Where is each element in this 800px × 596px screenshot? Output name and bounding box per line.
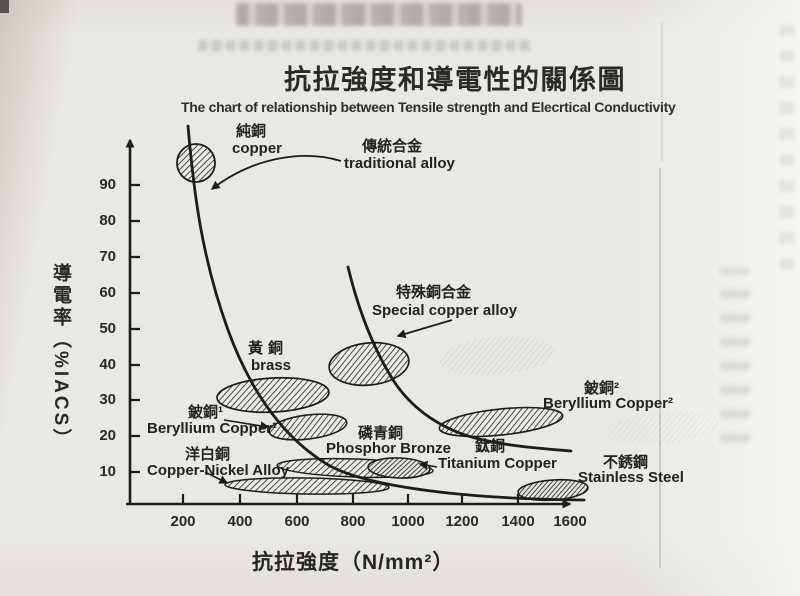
region-brass bbox=[216, 376, 330, 414]
y-tick-label: 50 bbox=[99, 320, 116, 337]
label-titanium-copper-zh: 鈦銅 bbox=[475, 438, 506, 455]
y-tick-label: 30 bbox=[99, 391, 116, 408]
x-axis-ticks bbox=[181, 494, 520, 504]
label-copper-en: copper bbox=[232, 140, 283, 157]
label-brass-en: brass bbox=[251, 357, 292, 374]
x-axis-title: 抗拉強度（N/mm²） bbox=[252, 551, 455, 574]
label-traditional-alloy-zh: 傳統合金 bbox=[362, 138, 423, 155]
bleedthrough-title-smudge bbox=[236, 3, 522, 26]
label-special-copper-alloy-en: Special copper alloy bbox=[372, 302, 518, 319]
label-special-copper-alloy-zh: 特殊銅合金 bbox=[396, 284, 472, 301]
region-copper-nickel-alloy bbox=[224, 477, 390, 495]
traditional-alloy-curve bbox=[186, 124, 586, 502]
special-copper-alloy-callout-arrow bbox=[396, 319, 453, 339]
chart-title-en: The chart of relationship between Tensil… bbox=[181, 99, 676, 115]
label-titanium-copper-en: Titanium Copper bbox=[438, 455, 557, 472]
label-traditional-alloy-en: traditional alloy bbox=[344, 155, 455, 172]
label-phosphor-bronze-en: Phosphor Bronze bbox=[326, 440, 452, 457]
label-beryllium-copper-1-zh: 鈹銅¹ bbox=[188, 404, 223, 421]
bleedthrough-column bbox=[720, 268, 750, 443]
y-axis-ticks bbox=[130, 183, 140, 474]
scan-corner-mark bbox=[0, 0, 9, 13]
label-stainless-steel-zh: 不銹鋼 bbox=[603, 454, 649, 471]
y-tick-label: 10 bbox=[99, 463, 116, 480]
y-tick-label: 60 bbox=[99, 284, 116, 301]
y-tick-label: 40 bbox=[99, 356, 116, 373]
beryllium-copper-1-callout-arrow bbox=[223, 419, 270, 431]
x-tick-label: 800 bbox=[340, 513, 366, 530]
label-copper-zh: 純銅 bbox=[236, 123, 267, 140]
label-beryllium-copper-2-en: Beryllium Copper² bbox=[543, 395, 674, 412]
region-beryllium-copper-1 bbox=[268, 413, 348, 441]
bleedthrough-subtitle-smudge bbox=[198, 40, 532, 51]
scan-crease-line bbox=[659, 168, 661, 568]
region-special-copper-alloy bbox=[328, 341, 410, 387]
label-copper-nickel-zh: 洋白銅 bbox=[185, 446, 231, 463]
y-axis-title: 導電率（%IACS） bbox=[50, 263, 71, 451]
x-tick-label: 1600 bbox=[553, 513, 587, 530]
region-titanium-copper bbox=[367, 457, 431, 479]
traditional-alloy-callout-arrow bbox=[210, 155, 342, 190]
label-brass-zh: 黃銅 bbox=[248, 340, 289, 357]
label-copper-nickel-en: Copper-Nickel Alloy bbox=[147, 462, 289, 479]
copper-nickel-callout-arrow bbox=[204, 471, 229, 484]
region-copper bbox=[176, 143, 216, 183]
y-tick-label: 70 bbox=[99, 248, 116, 265]
chart-title-zh: 抗拉強度和導電性的關係圖 bbox=[284, 65, 626, 95]
x-tick-label: 1200 bbox=[445, 513, 479, 530]
x-tick-label: 200 bbox=[170, 513, 196, 530]
label-stainless-steel-en: Stainless Steel bbox=[578, 469, 684, 486]
label-beryllium-copper-2-zh: 鈹銅² bbox=[584, 380, 619, 397]
label-phosphor-bronze-zh: 磷青銅 bbox=[358, 425, 404, 442]
special-copper-alloy-curve bbox=[346, 265, 573, 453]
y-tick-label: 80 bbox=[99, 212, 116, 229]
bleedthrough-ghost-ellipse bbox=[439, 336, 555, 376]
x-tick-label: 400 bbox=[227, 513, 253, 530]
x-tick-label: 1000 bbox=[391, 513, 425, 530]
bleedthrough-ghost-ellipse bbox=[604, 411, 720, 445]
y-tick-label: 90 bbox=[99, 176, 116, 193]
titanium-copper-callout-arrow bbox=[418, 460, 438, 470]
region-beryllium-copper-2 bbox=[438, 406, 564, 438]
x-tick-label: 1400 bbox=[501, 513, 535, 530]
bleedthrough-column bbox=[779, 25, 794, 270]
x-tick-label: 600 bbox=[284, 513, 310, 530]
label-beryllium-copper-1-en: Beryllium Copper¹ bbox=[147, 420, 278, 437]
scan-crease-line-upper bbox=[661, 22, 663, 162]
y-tick-label: 20 bbox=[99, 427, 116, 444]
